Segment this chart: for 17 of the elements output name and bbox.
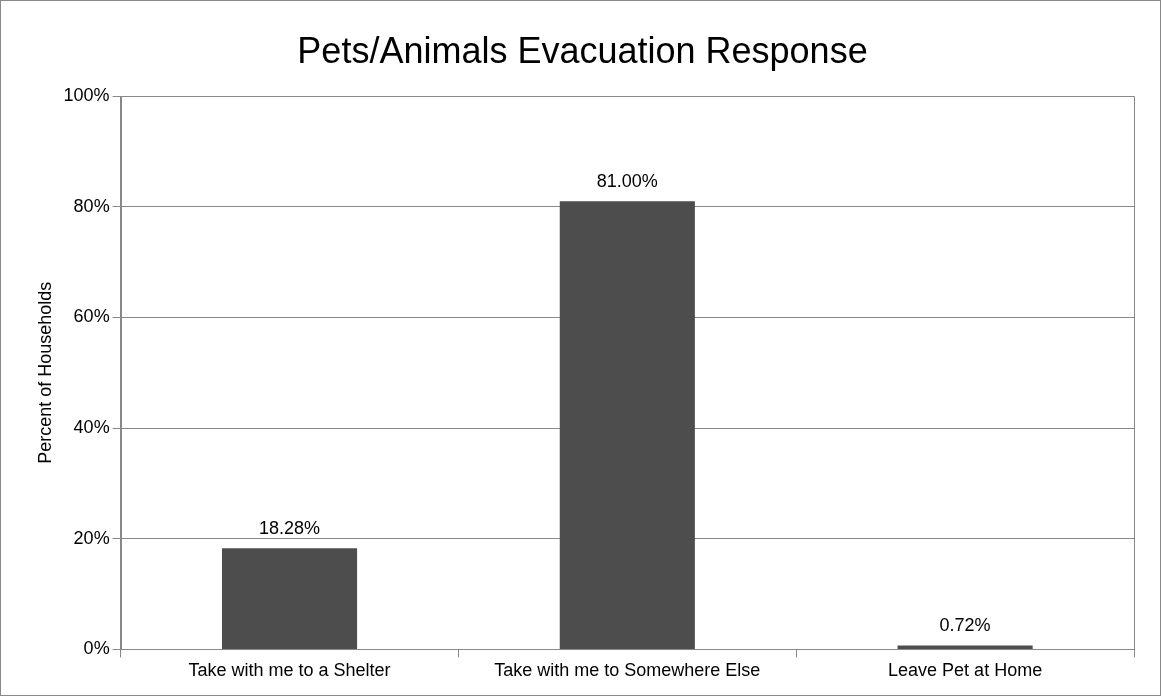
y-axis-title: Percent of Households <box>34 281 55 464</box>
bar <box>221 548 358 649</box>
y-tick-label: 40% <box>73 417 110 438</box>
y-tick-label: 80% <box>73 195 110 216</box>
y-tick-label: 0% <box>83 638 110 659</box>
x-tick-label: Leave Pet at Home <box>888 660 1043 681</box>
y-tick-label: 60% <box>73 306 110 327</box>
data-label: 18.28% <box>259 518 321 539</box>
bar <box>559 201 695 649</box>
y-tick-label: 100% <box>63 85 110 106</box>
data-label: 81.00% <box>596 171 658 192</box>
x-tick-label: Take with me to Somewhere Else <box>494 660 761 681</box>
y-tick-label: 20% <box>73 527 110 548</box>
bar <box>897 645 1033 649</box>
chart-title: Pets/Animals Evacuation Response <box>297 29 868 71</box>
x-tick-label: Take with me to a Shelter <box>188 660 391 681</box>
data-label: 0.72% <box>939 615 991 636</box>
